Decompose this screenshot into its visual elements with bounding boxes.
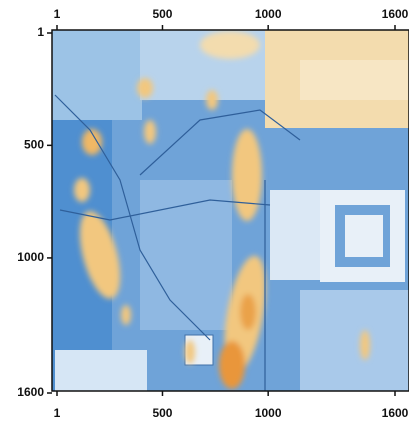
x-tick-label-top: 1600 (382, 7, 409, 21)
x-tick-label-bottom: 1600 (382, 406, 409, 420)
hotspot (219, 341, 245, 389)
y-tick-label: 500 (24, 138, 44, 152)
region (300, 60, 409, 100)
hotspot (232, 129, 262, 221)
region (300, 290, 409, 392)
hotspot (121, 305, 131, 325)
heatmap-image (50, 28, 409, 392)
hotspot (144, 120, 156, 144)
region (270, 190, 320, 280)
hotspot (200, 31, 260, 59)
region (140, 180, 232, 330)
x-tick-label-top: 1000 (255, 7, 282, 21)
region (55, 350, 147, 392)
x-tick-label-top: 1 (54, 7, 61, 21)
hotspot (74, 178, 90, 202)
hotspot (185, 340, 195, 364)
page: 115005001000100016001600150010001600 (()… (0, 0, 409, 425)
region (50, 28, 142, 120)
hotspot (360, 330, 370, 360)
hotspot (240, 294, 256, 330)
hotspot (137, 78, 153, 98)
y-tick-label: 1600 (17, 385, 44, 399)
region (345, 215, 383, 257)
x-tick-label-bottom: 1 (54, 406, 61, 420)
x-tick-label-top: 500 (152, 7, 172, 21)
hotspot (206, 90, 218, 110)
x-tick-label-bottom: 500 (152, 406, 172, 420)
x-tick-label-bottom: 1000 (255, 406, 282, 420)
chart: 115005001000100016001600150010001600 (0, 0, 409, 425)
y-tick-label: 1 (37, 25, 44, 39)
y-tick-label: 1000 (17, 250, 44, 264)
